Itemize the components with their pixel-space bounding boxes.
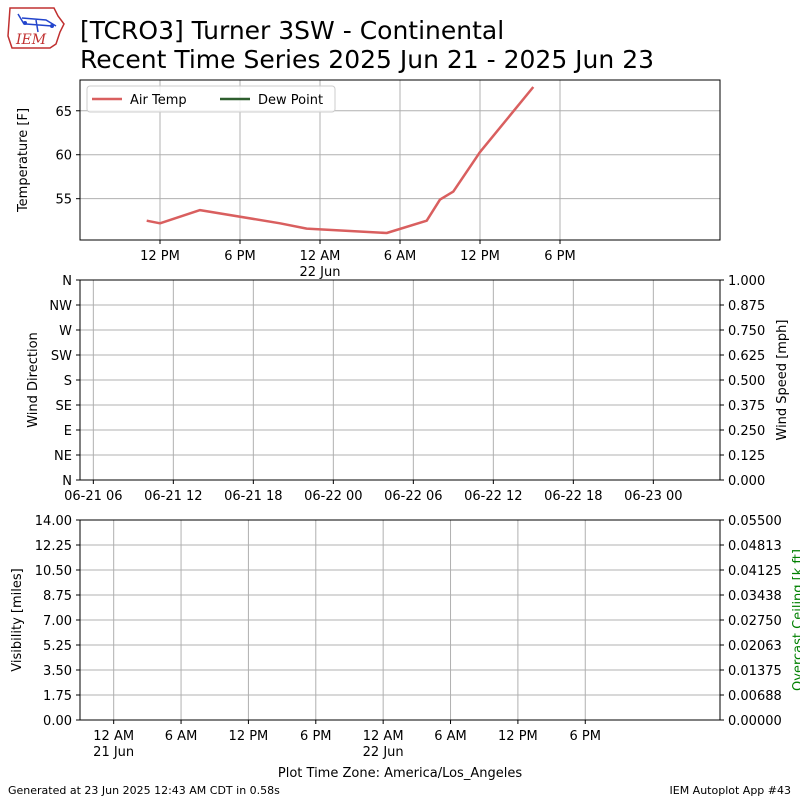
y2-axis-label: Overcast Ceiling [k ft] xyxy=(791,549,800,691)
y2-tick-label: 0.000 xyxy=(728,474,765,489)
y-tick-label: 0.00 xyxy=(43,714,72,729)
x-tick-label: 6 PM xyxy=(544,249,575,264)
x-tick-label: 6 AM xyxy=(434,729,467,744)
y2-tick-label: 0.625 xyxy=(728,349,765,364)
x-tick-label: 6 AM xyxy=(384,249,417,264)
plot-frame-wind xyxy=(79,279,721,481)
y-tick-label: SE xyxy=(56,399,72,414)
y2-tick-label: 0.375 xyxy=(728,399,765,414)
y-tick-label: E xyxy=(64,424,72,439)
x-tick-label: 6 PM xyxy=(224,249,255,264)
legend-label-dew-point: Dew Point xyxy=(258,93,323,108)
x-tick-label: 6 PM xyxy=(570,729,601,744)
y2-tick-label: 0.250 xyxy=(728,424,765,439)
y2-tick-label: 0.03438 xyxy=(728,589,782,604)
y2-tick-label: 0.00000 xyxy=(728,714,782,729)
x-tick-label: 12 AM xyxy=(93,729,134,744)
y2-tick-label: 0.00688 xyxy=(728,689,782,704)
x-tick-label: 06-23 00 xyxy=(624,489,682,504)
page-title: [TCRO3] Turner 3SW - Continental Recent … xyxy=(80,16,654,74)
plot-frame-temperature xyxy=(79,79,721,241)
y2-axis-label: Wind Speed [mph] xyxy=(775,320,790,441)
logo-mark-shape xyxy=(17,13,57,33)
x-tick-sublabel: 22 Jun xyxy=(363,745,404,760)
x-tick-label: 12 PM xyxy=(229,729,269,744)
y2-tick-label: 0.875 xyxy=(728,299,765,314)
x-tick-label: 6 AM xyxy=(165,729,198,744)
x-axis-label: Plot Time Zone: America/Los_Angeles xyxy=(278,766,522,781)
y-tick-label: 14.00 xyxy=(35,514,72,529)
legend-label-air-temp: Air Temp xyxy=(130,93,187,108)
y-tick-label: N xyxy=(62,274,72,289)
y-axis-label: Visibility [miles] xyxy=(10,568,25,671)
y-tick-label: NE xyxy=(54,449,72,464)
x-tick-label: 06-22 18 xyxy=(544,489,602,504)
iem-logo: IEM xyxy=(7,7,65,49)
x-tick-label: 06-22 12 xyxy=(464,489,522,504)
y2-tick-label: 0.500 xyxy=(728,374,765,389)
y2-tick-label: 0.04813 xyxy=(728,539,782,554)
y-tick-label: 7.00 xyxy=(43,614,72,629)
y-tick-label: 12.25 xyxy=(35,539,72,554)
footer-app-text: IEM Autoplot App #43 xyxy=(669,784,792,797)
y-tick-label: 60 xyxy=(55,149,72,164)
x-tick-sublabel: 21 Jun xyxy=(93,745,134,760)
y-tick-label: W xyxy=(59,324,72,339)
x-tick-label: 12 AM xyxy=(300,249,341,264)
title-line-1: [TCRO3] Turner 3SW - Continental xyxy=(80,16,505,45)
y-tick-label: 1.75 xyxy=(43,689,72,704)
y2-tick-label: 0.05500 xyxy=(728,514,782,529)
y-tick-label: NW xyxy=(49,299,72,314)
plot-frame-visibility xyxy=(79,519,721,721)
x-tick-label: 06-21 18 xyxy=(224,489,282,504)
y-tick-label: N xyxy=(62,474,72,489)
y-tick-label: 5.25 xyxy=(43,639,72,654)
y-tick-label: 65 xyxy=(55,105,72,120)
air-temp-line xyxy=(146,86,535,235)
x-tick-label: 12 PM xyxy=(140,249,180,264)
y-tick-label: 10.50 xyxy=(35,564,72,579)
x-tick-label: 06-22 00 xyxy=(304,489,362,504)
footer-generated-text: Generated at 23 Jun 2025 12:43 AM CDT in… xyxy=(8,784,280,797)
y2-tick-label: 0.125 xyxy=(728,449,765,464)
y2-tick-label: 0.750 xyxy=(728,324,765,339)
x-tick-label: 06-21 06 xyxy=(64,489,122,504)
y2-tick-label: 0.01375 xyxy=(728,664,782,679)
y-tick-label: 8.75 xyxy=(43,589,72,604)
y-tick-label: S xyxy=(64,374,72,389)
x-tick-label: 12 AM xyxy=(363,729,404,744)
y2-tick-label: 0.02063 xyxy=(728,639,782,654)
y-tick-label: SW xyxy=(51,349,72,364)
y-axis-label: Wind Direction xyxy=(26,332,41,428)
x-tick-sublabel: 22 Jun xyxy=(300,265,341,280)
y2-tick-label: 1.000 xyxy=(728,274,765,289)
title-line-2: Recent Time Series 2025 Jun 21 - 2025 Ju… xyxy=(80,45,654,74)
x-tick-label: 6 PM xyxy=(300,729,331,744)
y-tick-label: 3.50 xyxy=(43,664,72,679)
y-tick-label: 55 xyxy=(55,193,72,208)
x-tick-label: 12 PM xyxy=(460,249,500,264)
y2-tick-label: 0.02750 xyxy=(728,614,782,629)
y2-tick-label: 0.04125 xyxy=(728,564,782,579)
x-tick-label: 12 PM xyxy=(498,729,538,744)
y-axis-label: Temperature [F] xyxy=(16,108,31,213)
legend-box xyxy=(86,85,336,113)
x-tick-label: 06-21 12 xyxy=(144,489,202,504)
logo-text: IEM xyxy=(15,32,47,48)
x-tick-label: 06-22 06 xyxy=(384,489,442,504)
